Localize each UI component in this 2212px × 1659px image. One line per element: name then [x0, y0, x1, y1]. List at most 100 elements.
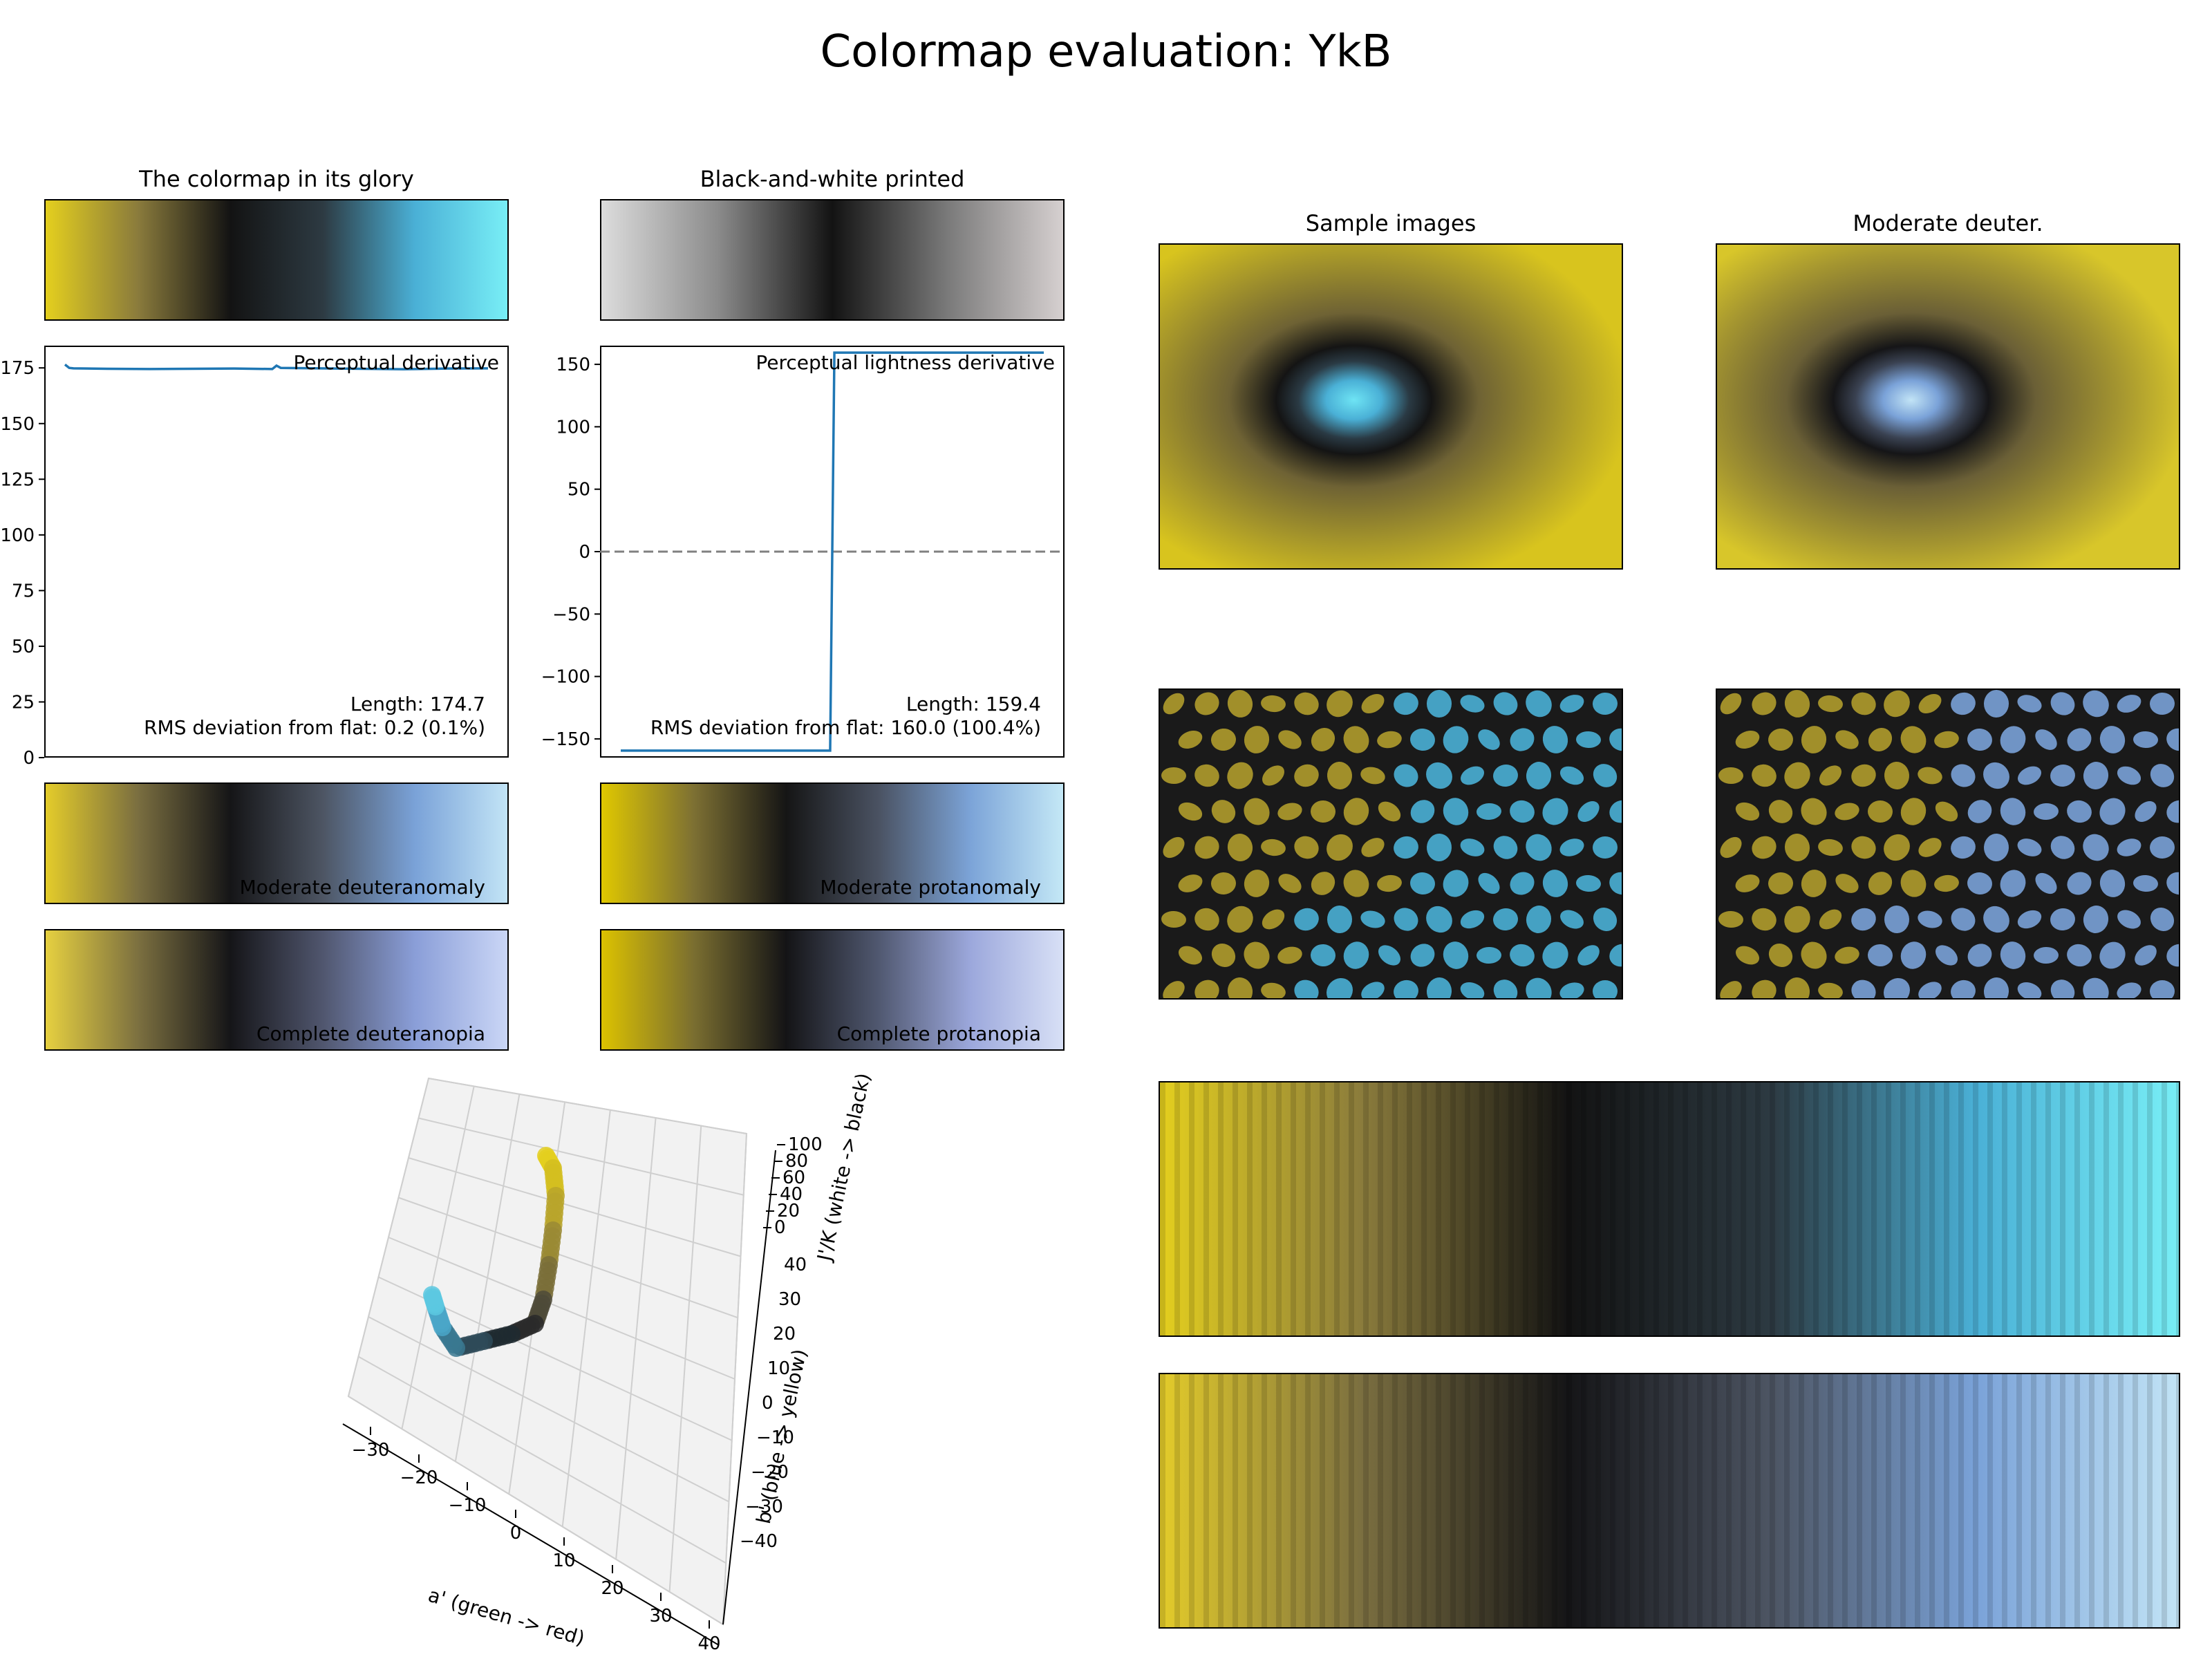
- gamut-plot: −30−20−10010203040403020100−10−20−30−401…: [342, 1071, 875, 1654]
- pattern-blob: [1327, 906, 1353, 933]
- pattern-blob: [1163, 836, 1185, 859]
- ramp-stripe: [1203, 1374, 1209, 1627]
- ramp-stripe: [2016, 1082, 2022, 1335]
- pattern-blob: [1493, 908, 1518, 931]
- y-tick-label: 25: [12, 692, 35, 713]
- pattern-blob: [1211, 728, 1236, 751]
- ramp-stripe: [1683, 1082, 1688, 1335]
- pattern-blob: [1593, 836, 1618, 859]
- pattern-blob: [1262, 909, 1285, 930]
- y-tick-label: 50: [12, 637, 35, 657]
- pattern-blob: [2000, 941, 2026, 969]
- ramp-stripe: [1595, 1082, 1601, 1335]
- ramp-stripe: [1276, 1374, 1282, 1627]
- sample-ramp: [1159, 1081, 2180, 1337]
- b-tick-label: −40: [740, 1531, 778, 1552]
- ramp-stripe: [1160, 1374, 1165, 1627]
- ramp-stripe: [1218, 1082, 1224, 1335]
- pattern-blob: [1593, 908, 1618, 931]
- ramp-stripe: [1697, 1082, 1703, 1335]
- ramp-stripe: [2133, 1374, 2138, 1627]
- y-tick-label: −150: [541, 729, 590, 750]
- j-tick-label: 40: [780, 1184, 803, 1205]
- ramp-stripe: [1421, 1082, 1427, 1335]
- pattern-blob: [1163, 693, 1185, 715]
- ramp-stripe: [1973, 1374, 1978, 1627]
- pattern-blob: [1327, 690, 1353, 718]
- pattern-blob: [1983, 834, 2009, 861]
- pattern-blob: [1768, 872, 1793, 895]
- pattern-blob: [2050, 980, 2075, 998]
- pattern-blob: [1278, 730, 1302, 749]
- pattern-blob: [1426, 834, 1452, 861]
- ramp-stripe: [1697, 1374, 1703, 1627]
- pattern-blob: [1819, 765, 1841, 786]
- a-tick-label: 40: [697, 1633, 720, 1654]
- pattern-blob: [1735, 874, 1760, 892]
- a-tick-label: 0: [510, 1523, 522, 1544]
- pattern-blob: [2035, 729, 2057, 750]
- bw-strip: [600, 199, 1065, 321]
- pattern-blob: [1410, 800, 1435, 823]
- j-tick-label: 80: [785, 1151, 808, 1172]
- pattern-blob: [1443, 798, 1469, 825]
- sample-ramp-deuter: [1159, 1373, 2180, 1629]
- pattern-blob: [1801, 726, 1827, 753]
- ramp-stripe: [1755, 1082, 1761, 1335]
- ramp-stripe: [1610, 1082, 1615, 1335]
- ramp-stripe: [1944, 1082, 1949, 1335]
- j-tick-label: 100: [788, 1134, 823, 1155]
- grid-line: [398, 1197, 738, 1319]
- sample-terrain: [1159, 243, 1623, 570]
- pattern-blob: [2166, 872, 2179, 895]
- ramp-stripe: [1537, 1374, 1543, 1627]
- pattern-blob: [2017, 982, 2042, 998]
- ramp-stripe: [1900, 1374, 1906, 1627]
- ramp-stripe: [2147, 1374, 2153, 1627]
- y-tick-label: 150: [0, 414, 35, 435]
- y-tick-label: 0: [23, 748, 35, 769]
- strip-mod-protan-label: Moderate protanomaly: [820, 876, 1041, 899]
- ramp-stripe: [1407, 1082, 1412, 1335]
- ramp-stripe: [1784, 1082, 1790, 1335]
- pattern-blob: [1426, 906, 1452, 933]
- pattern-blob: [1801, 870, 1827, 897]
- ramp-stripe: [2002, 1082, 2007, 1335]
- pattern-blob: [1576, 731, 1601, 749]
- ramp-stripe: [1581, 1082, 1586, 1335]
- pattern-blob: [2133, 874, 2158, 892]
- pattern-blob: [1261, 982, 1286, 998]
- pattern-blob: [1884, 690, 1910, 718]
- derivative-title: Perceptual derivative: [293, 351, 499, 374]
- a-tick-label: −30: [352, 1440, 390, 1461]
- a-tick-label: 10: [552, 1550, 575, 1571]
- strip-full-deutan: Complete deuteranopia: [44, 929, 509, 1051]
- y-tick-label: 75: [12, 581, 35, 601]
- pattern-blob: [2166, 944, 2179, 967]
- pattern-blob: [1178, 874, 1203, 892]
- ramp-stripe: [1958, 1082, 1964, 1335]
- ramp-stripe: [1436, 1374, 1441, 1627]
- ramp-stripe: [1668, 1374, 1674, 1627]
- plot-frame: [44, 346, 509, 758]
- ramp-stripe: [1305, 1082, 1311, 1335]
- pattern-blob: [1593, 692, 1618, 715]
- ramp-stripe: [1232, 1374, 1238, 1627]
- ramp-stripe: [2016, 1374, 2022, 1627]
- y-tick-label: 100: [0, 525, 35, 546]
- ramp-stripe: [1349, 1374, 1354, 1627]
- pattern-blob: [1593, 764, 1618, 787]
- pattern-blob: [2017, 695, 2042, 713]
- pattern-blob: [1343, 726, 1369, 753]
- pattern-blob: [2099, 726, 2126, 753]
- grid-line: [418, 1117, 744, 1196]
- pattern-blob: [2117, 910, 2141, 929]
- pattern-blob: [1211, 872, 1236, 895]
- ramp-stripe: [1683, 1374, 1688, 1627]
- pattern-blob: [1343, 870, 1369, 897]
- a-axis-label: a' (green -> red): [426, 1584, 588, 1650]
- pattern-blob: [1311, 872, 1335, 895]
- ramp-stripe: [1741, 1082, 1746, 1335]
- pattern-blob: [1227, 762, 1253, 789]
- pattern-blob: [1443, 870, 1469, 897]
